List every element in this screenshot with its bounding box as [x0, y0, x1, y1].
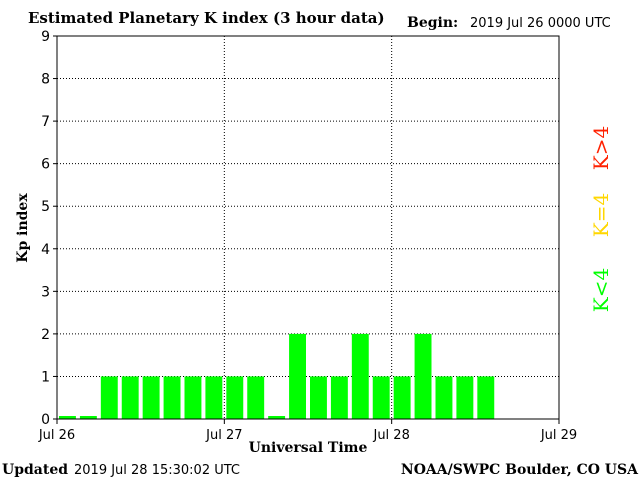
y-tick-label: 5	[41, 199, 50, 215]
x-tick-label: Jul 27	[205, 428, 242, 443]
y-tick-label: 3	[41, 284, 50, 300]
y-tick-label: 4	[41, 242, 50, 258]
kp-bar	[310, 376, 327, 419]
kp-bar	[226, 376, 244, 419]
y-tick-label: 2	[41, 327, 50, 343]
y-tick-label: 8	[41, 72, 50, 88]
x-tick-label: Jul 28	[372, 428, 409, 443]
kp-bar	[163, 376, 181, 419]
kp-bar	[142, 376, 160, 419]
kp-bar	[205, 376, 223, 419]
kp-bar	[79, 416, 97, 419]
kp-bar	[351, 333, 369, 419]
kp-bar	[372, 376, 390, 419]
legend-item: K<4	[589, 268, 613, 312]
kp-bar	[393, 376, 411, 419]
y-tick-label: 9	[41, 29, 50, 45]
plot-area: 0 1 2 3 4 5 6 7 8 9 Jul 26 Jul 27 Jul 28 Jul 29	[38, 29, 577, 443]
chart-title: Estimated Planetary K index (3 hour data…	[28, 9, 385, 27]
kp-bar	[184, 376, 202, 419]
updated-value: 2019 Jul 28 15:30:02 UTC	[74, 463, 240, 478]
kp-bar	[268, 416, 286, 419]
y-axis-label: Kp index	[15, 193, 31, 263]
kp-bar	[330, 376, 348, 419]
kp-bar	[456, 376, 474, 419]
y-tick-label: 0	[41, 412, 50, 428]
y-tick-label: 7	[41, 114, 50, 130]
kp-bar	[414, 333, 432, 419]
legend: K<4 K=4 K>4	[589, 126, 613, 312]
plot-frame	[56, 35, 560, 420]
kp-bar	[59, 416, 76, 419]
x-tick-label: Jul 29	[540, 428, 577, 443]
y-tick-label: 6	[41, 157, 50, 173]
kp-bar	[289, 333, 306, 419]
begin-value: 2019 Jul 26 0000 UTC	[470, 16, 611, 31]
credit-text: NOAA/SWPC Boulder, CO USA	[401, 462, 639, 478]
kp-bar	[435, 376, 453, 419]
y-tick-label: 1	[41, 369, 50, 385]
legend-item: K=4	[589, 193, 613, 237]
legend-item: K>4	[589, 126, 613, 170]
kp-bar	[121, 376, 139, 419]
x-axis-label: Universal Time	[249, 440, 368, 456]
x-tick-label: Jul 26	[38, 428, 75, 443]
kp-bar	[477, 376, 495, 419]
begin-label: Begin:	[407, 15, 458, 31]
kp-bar	[247, 376, 265, 419]
updated-label: Updated	[2, 462, 68, 478]
kp-bar	[100, 376, 118, 419]
